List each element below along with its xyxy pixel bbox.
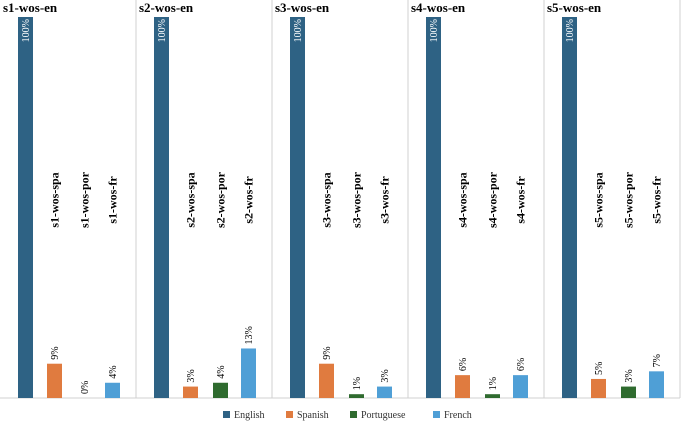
category-label: s4-wos-fr: [514, 176, 528, 224]
data-label: 9%: [322, 346, 333, 359]
data-label: 5%: [594, 362, 605, 375]
panel-title: s2-wos-en: [139, 0, 194, 15]
legend-swatch: [433, 411, 440, 418]
panel-title: s4-wos-en: [411, 0, 466, 15]
data-label: 3%: [186, 369, 197, 382]
category-label: s3-wos-por: [350, 171, 364, 228]
bar-spanish: [455, 375, 470, 398]
data-label: 100%: [293, 19, 304, 42]
legend-label: Portuguese: [361, 410, 406, 421]
category-label: s1-wos-por: [78, 171, 92, 228]
panel-title: s1-wos-en: [3, 0, 58, 15]
category-label: s3-wos-spa: [320, 172, 334, 227]
data-label: 7%: [652, 354, 663, 367]
category-label: s5-wos-spa: [592, 172, 606, 227]
panel-title: s5-wos-en: [547, 0, 602, 15]
bar-english: [562, 17, 577, 398]
bar-portuguese: [349, 394, 364, 398]
bar-english: [18, 17, 33, 398]
data-label: 4%: [216, 365, 227, 378]
bar-french: [513, 375, 528, 398]
bar-portuguese: [621, 386, 636, 398]
data-label: 100%: [21, 19, 32, 42]
data-label: 4%: [108, 365, 119, 378]
category-label: s2-wos-por: [214, 171, 228, 228]
bar-french: [241, 348, 256, 398]
bar-spanish: [183, 386, 198, 398]
category-label: s2-wos-fr: [242, 176, 256, 224]
data-label: 100%: [429, 19, 440, 42]
bar-french: [377, 386, 392, 398]
legend-swatch: [286, 411, 293, 418]
bar-portuguese: [485, 394, 500, 398]
bar-spanish: [319, 363, 334, 398]
data-label: 100%: [157, 19, 168, 42]
legend-label: English: [234, 410, 265, 421]
bar-english: [154, 17, 169, 398]
data-label: 13%: [244, 326, 255, 344]
category-label: s1-wos-fr: [106, 176, 120, 224]
data-label: 9%: [50, 346, 61, 359]
data-label: 1%: [352, 377, 363, 390]
bar-french: [649, 371, 664, 398]
data-label: 100%: [565, 19, 576, 42]
legend-swatch: [350, 411, 357, 418]
bar-spanish: [591, 378, 606, 398]
bar-english: [290, 17, 305, 398]
data-label: 6%: [516, 358, 527, 371]
category-label: s5-wos-fr: [650, 176, 664, 224]
legend-label: Spanish: [297, 410, 329, 421]
legend-label: French: [444, 410, 472, 421]
bar-spanish: [47, 363, 62, 398]
category-label: s4-wos-por: [486, 171, 500, 228]
category-label: s5-wos-por: [622, 171, 636, 228]
bar-english: [426, 17, 441, 398]
data-label: 1%: [488, 377, 499, 390]
category-label: s2-wos-spa: [184, 172, 198, 227]
bar-french: [105, 382, 120, 398]
category-label: s1-wos-spa: [48, 172, 62, 227]
data-label: 3%: [624, 369, 635, 382]
data-label: 3%: [380, 369, 391, 382]
data-label: 0%: [80, 381, 91, 394]
category-label: s4-wos-spa: [456, 172, 470, 227]
data-label: 6%: [458, 358, 469, 371]
bar-portuguese: [213, 382, 228, 398]
legend-swatch: [223, 411, 230, 418]
category-label: s3-wos-fr: [378, 176, 392, 224]
panel-title: s3-wos-en: [275, 0, 330, 15]
